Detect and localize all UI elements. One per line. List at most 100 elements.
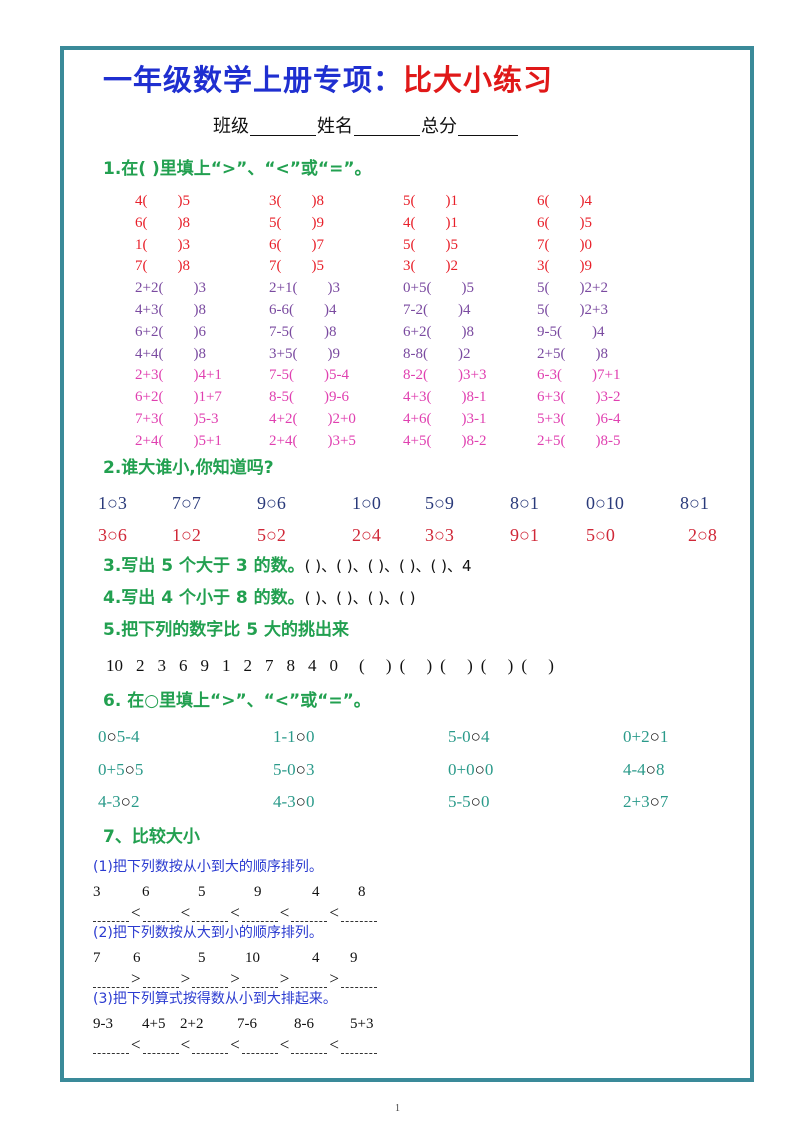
circle-blank[interactable]: ○ [434,493,445,513]
right-expression: 9 [316,214,325,231]
left-expression: 6+3 [537,389,561,406]
circle-blank[interactable]: ○ [124,759,135,779]
answer-blank[interactable] [192,1041,229,1054]
comparison-sign: < [131,1035,141,1054]
circle-blank[interactable]: ○ [434,525,445,545]
open-paren: ( [158,280,164,297]
right-expression: 1+7 [198,389,222,406]
number: 3 [157,656,167,675]
open-paren: ( [289,302,294,318]
answer-blank[interactable] [93,1041,129,1054]
circle-blank[interactable]: ○ [107,493,118,513]
right-expression: 0 [480,792,490,811]
comparison-sign: < [230,903,240,922]
answer-blank[interactable] [291,909,328,922]
item: 6 [133,950,141,966]
circle-blank[interactable]: ○ [649,792,660,811]
answer-blank[interactable] [340,909,377,922]
answer-blank[interactable] [340,975,377,988]
right-expression: 6 [198,323,206,340]
section4-answers[interactable]: ( )、( )、( )、( ) [304,589,416,607]
comparison-item: 4-4○8 [623,761,664,778]
circle-blank[interactable]: ○ [181,493,192,513]
comparison-item: 1○3 [98,494,127,512]
comparison-sign: < [329,903,339,922]
circle-blank[interactable]: ○ [470,792,481,811]
answer-blank[interactable] [241,975,278,988]
section3-answers[interactable]: ( )、( )、( )、( )、( )、4 [304,557,472,575]
circle-blank[interactable]: ○ [470,727,481,746]
answer-blank[interactable] [340,1041,377,1054]
comparison-item: 6+2()8 [403,324,474,340]
comparison-item: 4+3()8-1 [403,390,486,405]
close-paren: ) [327,411,333,427]
score-field[interactable] [458,119,518,136]
left-expression: 7 [537,236,545,253]
class-field[interactable] [250,119,316,136]
answer-paren[interactable]: ( ) [480,656,514,675]
score-label: 总分 [421,116,457,137]
answer-blank[interactable] [93,975,129,988]
item: 5 [198,950,206,966]
close-paren: ) [324,389,329,406]
circle-blank[interactable]: ○ [107,525,118,545]
answer-paren[interactable]: ( ) [399,656,433,675]
answer-blank[interactable] [192,909,229,922]
left-expression: 3 [269,193,277,209]
right-expression: 4 [584,193,593,209]
close-paren: ) [458,367,463,384]
close-paren: ) [579,280,585,297]
circle-blank[interactable]: ○ [649,727,660,746]
answer-paren[interactable]: ( ) [440,656,473,675]
circle-blank[interactable]: ○ [295,727,306,746]
circle-blank[interactable]: ○ [595,493,606,513]
right-expression: 5 [182,193,191,209]
answer-blank[interactable] [241,1041,278,1054]
right-expression: 3+3 [463,367,487,384]
circle-blank[interactable]: ○ [361,493,372,513]
circle-blank[interactable]: ○ [474,759,485,779]
answer-blank[interactable] [192,975,229,988]
item: 5 [198,884,206,900]
circle-blank[interactable]: ○ [519,525,530,545]
circle-blank[interactable]: ○ [519,493,530,513]
circle-blank[interactable]: ○ [295,759,306,779]
circle-blank[interactable]: ○ [120,792,131,811]
number: 10 [106,656,123,675]
left-number: 5 [425,493,434,513]
right-number: 1 [699,493,709,513]
circle-blank[interactable]: ○ [266,493,277,513]
number: 2 [136,656,145,675]
answer-blank[interactable] [142,1041,179,1054]
open-paren: ( [158,432,164,449]
circle-blank[interactable]: ○ [181,525,192,545]
answer-blank[interactable] [142,975,179,988]
open-paren: ( [410,258,416,275]
answer-blank[interactable] [241,909,278,922]
comparison-sign: < [180,903,191,922]
answer-blank[interactable] [291,1041,328,1054]
circle-blank[interactable]: ○ [266,525,277,545]
answer-blank[interactable] [291,975,328,988]
circle-blank[interactable]: ○ [595,525,606,545]
left-expression: 5-0 [273,759,296,779]
open-paren: ( [544,236,550,253]
answer-paren[interactable]: ( ) [521,656,554,675]
left-expression: 0+5 [98,759,125,779]
circle-blank[interactable]: ○ [106,727,117,746]
circle-blank[interactable]: ○ [645,759,656,779]
answer-blank[interactable] [93,909,129,922]
circle-blank[interactable]: ○ [697,525,708,545]
name-field[interactable] [354,119,420,136]
right-expression: 8 [182,214,191,231]
close-paren: ) [579,236,585,253]
item: 4+5 [142,1016,166,1032]
comparison-item: 2+3○7 [623,793,668,810]
right-expression: 1 [450,214,459,231]
answer-blank[interactable] [142,909,179,922]
answer-paren[interactable]: ( ) [359,656,392,675]
circle-blank[interactable]: ○ [689,493,700,513]
circle-blank[interactable]: ○ [295,792,306,811]
left-expression: 7 [269,258,277,275]
circle-blank[interactable]: ○ [361,525,372,545]
